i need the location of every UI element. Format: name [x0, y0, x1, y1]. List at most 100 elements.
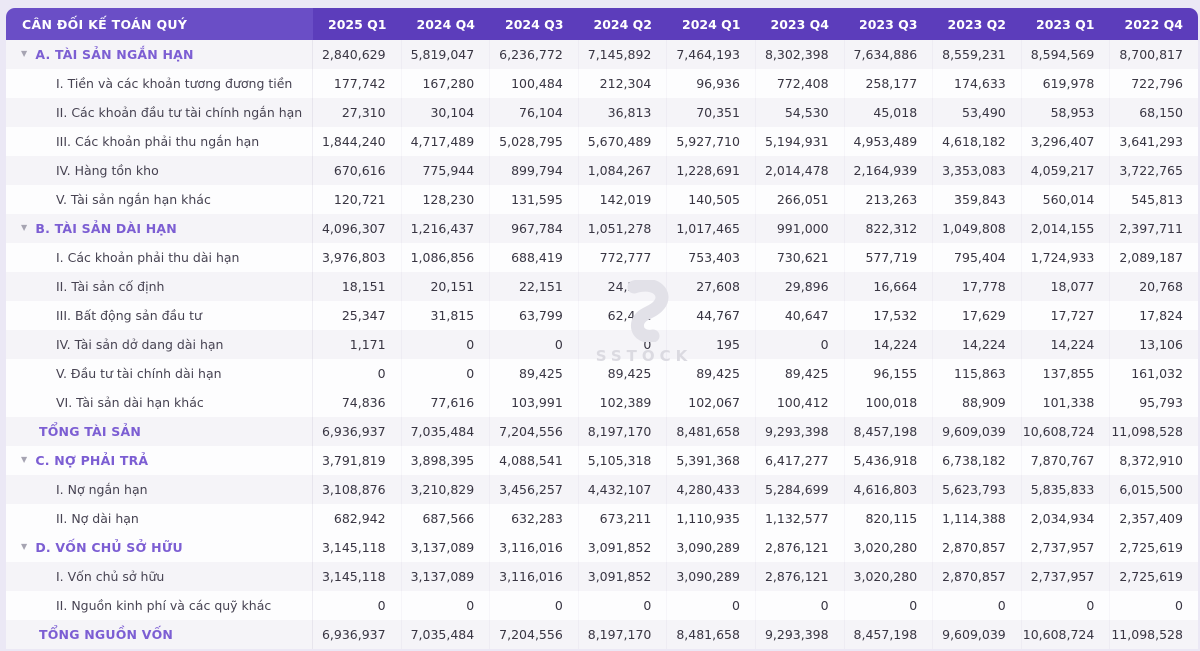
cell-value: 17,727 — [1022, 301, 1111, 330]
cell-value: 3,145,118 — [313, 533, 402, 562]
cell-value: 22,151 — [490, 272, 579, 301]
cell-value: 0 — [579, 591, 668, 620]
cell-value: 53,490 — [933, 98, 1022, 127]
table-row: II. Nguồn kinh phí và các quỹ khác 0 0 0 0 0 0… — [6, 591, 1198, 620]
table-row: IV. Tài sản dở dang dài hạn 1,171 0 0 0 195 0 1… — [6, 330, 1198, 359]
cell-value: 5,105,318 — [579, 446, 668, 475]
cell-value: 100,484 — [490, 69, 579, 98]
column-header-2024-q3: 2024 Q3 — [490, 8, 579, 40]
cell-value: 0 — [845, 591, 934, 620]
cell-value: 772,408 — [756, 69, 845, 98]
collapse-triangle-icon[interactable]: ▼ — [21, 454, 28, 464]
total-row: TỔNG TÀI SẢN 6,936,937 7,035,484 7,204,556 8… — [6, 417, 1198, 446]
cell-value: 89,425 — [756, 359, 845, 388]
cell-value: 9,293,398 — [756, 620, 845, 649]
row-label: II. Các khoản đầu tư tài chính ngắn hạn — [56, 105, 303, 120]
cell-value: 8,481,658 — [667, 417, 756, 446]
table-row: I. Các khoản phải thu dài hạn 3,976,803 1,… — [6, 243, 1198, 272]
collapse-triangle-icon[interactable]: ▼ — [21, 222, 28, 232]
cell-value: 0 — [402, 591, 491, 620]
cell-value: 1,724,933 — [1022, 243, 1111, 272]
column-header-2023-q3: 2023 Q3 — [844, 8, 933, 40]
collapse-triangle-icon[interactable]: ▼ — [21, 541, 28, 551]
row-label: II. Nợ dài hạn — [56, 511, 139, 526]
cell-value: 103,991 — [490, 388, 579, 417]
cell-value: 0 — [490, 330, 579, 359]
table-row: III. Bất động sản đầu tư 25,347 31,815 63,7… — [6, 301, 1198, 330]
cell-value: 0 — [1022, 591, 1111, 620]
row-label: C. NỢ PHẢI TRẢ — [35, 453, 149, 468]
row-label: II. Nguồn kinh phí và các quỹ khác — [56, 598, 272, 613]
cell-value: 2,840,629 — [313, 40, 402, 69]
cell-value: 7,035,484 — [402, 620, 491, 649]
row-label: III. Các khoản phải thu ngắn hạn — [56, 134, 260, 149]
cell-value: 63,799 — [490, 301, 579, 330]
cell-value: 77,616 — [402, 388, 491, 417]
cell-value: 161,032 — [1131, 366, 1183, 381]
row-label: A. TÀI SẢN NGẮN HẠN — [35, 47, 194, 62]
cell-value: 16,664 — [845, 272, 934, 301]
cell-value: 17,778 — [933, 272, 1022, 301]
cell-value: 1,844,240 — [313, 127, 402, 156]
cell-value: 8,700,817 — [1119, 47, 1183, 62]
column-header-2023-q2: 2023 Q2 — [932, 8, 1021, 40]
cell-value: 74,836 — [313, 388, 402, 417]
collapse-triangle-icon[interactable]: ▼ — [21, 48, 28, 58]
table-row: I. Vốn chủ sở hữu 3,145,118 3,137,089 3,116… — [6, 562, 1198, 591]
total-row: TỔNG NGUỒN VỐN 6,936,937 7,035,484 7,204,55… — [6, 620, 1198, 649]
cell-value: 100,018 — [845, 388, 934, 417]
cell-value: 27,608 — [667, 272, 756, 301]
row-label: VI. Tài sản dài hạn khác — [56, 395, 204, 410]
cell-value: 2,034,934 — [1022, 504, 1111, 533]
cell-value: 95,793 — [1139, 395, 1183, 410]
cell-value: 5,623,793 — [933, 475, 1022, 504]
cell-value: 8,457,198 — [845, 620, 934, 649]
table-row: V. Tài sản ngắn hạn khác 120,721 128,230 13… — [6, 185, 1198, 214]
row-label: D. VỐN CHỦ SỞ HỮU — [35, 540, 183, 555]
cell-value: 2,876,121 — [756, 562, 845, 591]
cell-value: 6,738,182 — [933, 446, 1022, 475]
cell-value: 3,020,280 — [845, 533, 934, 562]
cell-value: 7,634,886 — [845, 40, 934, 69]
table-row: VI. Tài sản dài hạn khác 74,836 77,616 103,… — [6, 388, 1198, 417]
section-row[interactable]: ▼ C. NỢ PHẢI TRẢ 3,791,819 3,898,395 4,088,5… — [6, 446, 1198, 475]
cell-value: 14,224 — [1022, 330, 1111, 359]
cell-value: 11,098,528 — [1111, 627, 1183, 642]
cell-value: 4,616,803 — [845, 475, 934, 504]
cell-value: 753,403 — [667, 243, 756, 272]
cell-value: 8,559,231 — [933, 40, 1022, 69]
cell-value: 142,019 — [579, 185, 668, 214]
row-label: TỔNG TÀI SẢN — [39, 424, 141, 439]
cell-value: 1,051,278 — [579, 214, 668, 243]
cell-value: 899,794 — [490, 156, 579, 185]
cell-value: 13,106 — [1139, 337, 1183, 352]
cell-value: 45,018 — [845, 98, 934, 127]
section-row[interactable]: ▼ A. TÀI SẢN NGẮN HẠN 2,840,629 5,819,047 6,… — [6, 40, 1198, 69]
cell-value: 2,876,121 — [756, 533, 845, 562]
row-label: V. Tài sản ngắn hạn khác — [56, 192, 211, 207]
cell-value: 1,216,437 — [402, 214, 491, 243]
column-header-2024-q4: 2024 Q4 — [401, 8, 490, 40]
cell-value: 2,737,957 — [1022, 562, 1111, 591]
cell-value: 5,028,795 — [490, 127, 579, 156]
row-label: I. Vốn chủ sở hữu — [56, 569, 165, 584]
section-row[interactable]: ▼ D. VỐN CHỦ SỞ HỮU 3,145,118 3,137,089 3,11… — [6, 533, 1198, 562]
section-row[interactable]: ▼ B. TÀI SẢN DÀI HẠN 4,096,307 1,216,437 967… — [6, 214, 1198, 243]
row-label: I. Các khoản phải thu dài hạn — [56, 250, 240, 265]
cell-value: 0 — [579, 330, 668, 359]
column-header-2024-q1: 2024 Q1 — [667, 8, 756, 40]
cell-value: 4,717,489 — [402, 127, 491, 156]
cell-value: 0 — [402, 330, 491, 359]
row-label: III. Bất động sản đầu tư — [56, 308, 202, 323]
cell-value: 213,263 — [845, 185, 934, 214]
cell-value: 18,077 — [1022, 272, 1111, 301]
cell-value: 54,530 — [756, 98, 845, 127]
table-row: I. Nợ ngắn hạn 3,108,876 3,210,829 3,456,25… — [6, 475, 1198, 504]
cell-value: 88,909 — [933, 388, 1022, 417]
cell-value: 3,137,089 — [402, 562, 491, 591]
cell-value: 3,976,803 — [313, 243, 402, 272]
cell-value: 2,357,409 — [1119, 511, 1183, 526]
cell-value: 8,481,658 — [667, 620, 756, 649]
column-header-2022-q4: 2022 Q4 — [1109, 8, 1198, 40]
